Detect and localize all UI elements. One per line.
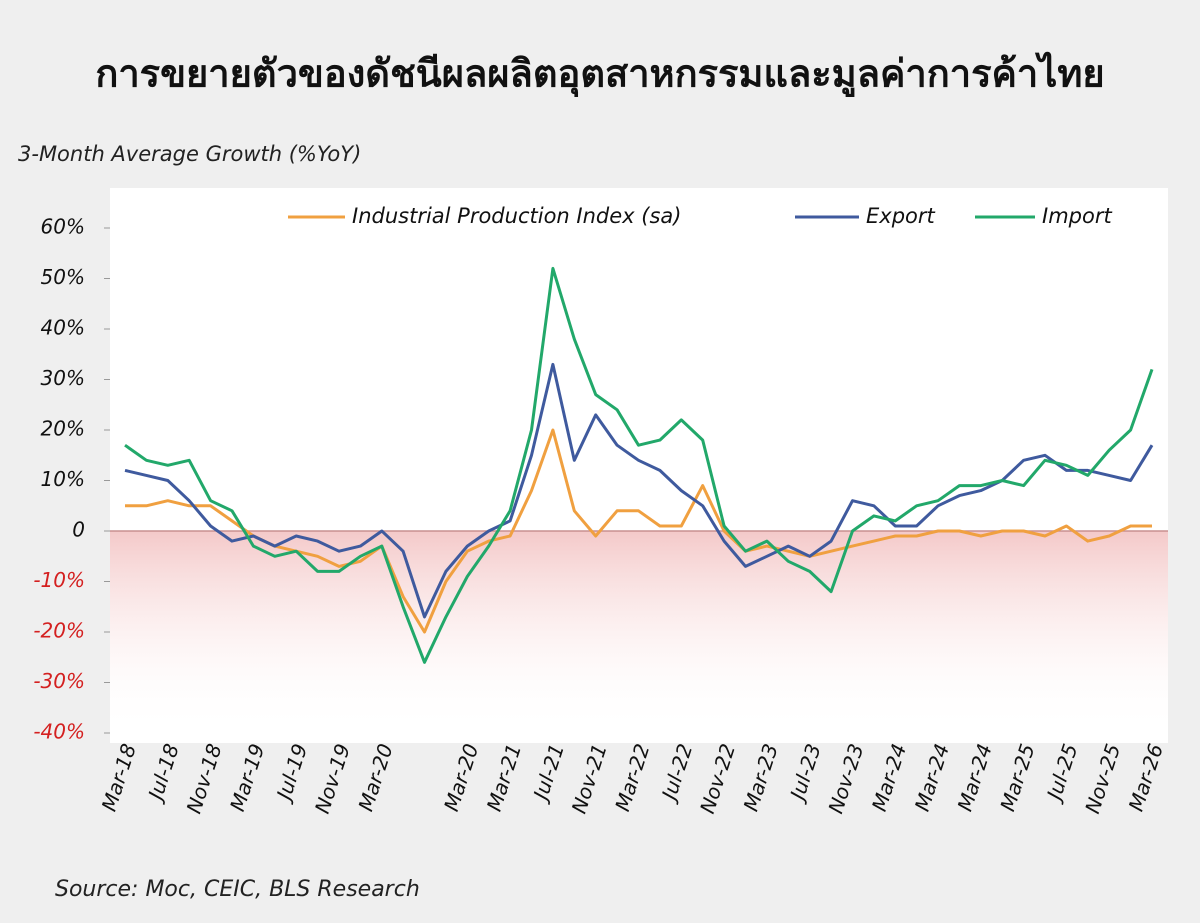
- y-tick-label: 50%: [41, 265, 85, 289]
- chart-title: การขยายตัวของดัชนีผลผลิตอุตสาหกรรมและมูล…: [95, 52, 1104, 98]
- y-tick-label: 60%: [41, 215, 85, 239]
- source: Source: Moc, CEIC, BLS Research: [55, 877, 420, 902]
- y-tick-label: -20%: [33, 619, 85, 643]
- legend-label: Export: [866, 204, 936, 228]
- series-line: [124, 266, 1154, 664]
- y-tick-label: 10%: [41, 467, 85, 491]
- y-tick-label: 40%: [41, 316, 85, 340]
- y-tick-label: 30%: [41, 366, 85, 390]
- y-axis-label: 3-Month Average Growth (%YoY): [18, 142, 361, 166]
- y-tick-label: 0: [72, 518, 85, 542]
- legend-label: Industrial Production Index (sa): [352, 204, 681, 228]
- y-tick-label: -30%: [33, 669, 85, 693]
- negative-zone: [110, 531, 1168, 733]
- legend-label: Import: [1042, 204, 1112, 228]
- y-tick-label: -10%: [33, 568, 85, 592]
- series-line: [124, 362, 1154, 619]
- y-tick-label: 20%: [41, 417, 85, 441]
- y-tick-label: -40%: [33, 720, 85, 744]
